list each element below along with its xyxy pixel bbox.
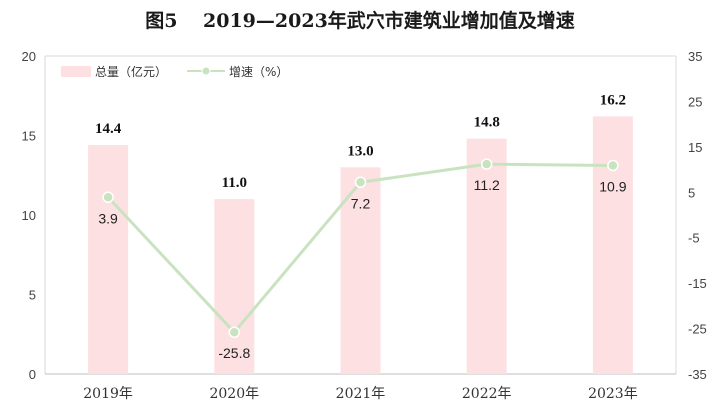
bar-value-label: 11.0: [222, 175, 247, 191]
left-axis-tick-label: 15: [22, 129, 36, 144]
bar-series: 14.4 11.0 13.0 14.8 16.2: [88, 92, 633, 375]
right-axis-tick-label: 35: [688, 49, 702, 64]
bar: [466, 138, 507, 374]
bar-value-label: 14.8: [474, 115, 500, 131]
bar-value-label: 13.0: [347, 143, 373, 159]
bar: [214, 199, 255, 374]
legend-swatch-marker: [201, 66, 211, 76]
growth-point: [354, 176, 367, 189]
x-axis-tick-label: 2022年: [462, 386, 512, 402]
left-axis-ticks: 0 5 10 15 20: [22, 49, 36, 382]
line-series: 3.9 -25.8 7.2 11.2 10.9: [98, 158, 627, 361]
right-axis-tick-label: -15: [688, 276, 707, 291]
x-axis-tick-label: 2020年: [209, 386, 259, 402]
x-axis-tick-label: 2023年: [588, 386, 638, 402]
right-axis-tick-label: -5: [688, 231, 700, 246]
left-axis-tick-label: 0: [29, 367, 36, 382]
x-axis-tick-label: 2021年: [336, 386, 386, 402]
bar-value-label: 14.4: [95, 121, 122, 137]
x-axis-ticks: 2019年 2020年 2021年 2022年 2023年: [83, 386, 637, 402]
growth-point: [607, 159, 619, 172]
bar: [88, 145, 129, 374]
left-axis-tick-label: 10: [22, 208, 36, 223]
growth-point: [102, 191, 114, 204]
bar-value-label: 16.2: [600, 92, 626, 108]
growth-value-label: 11.2: [474, 177, 500, 193]
legend-label-line: 增速（%）: [229, 65, 288, 79]
left-axis-tick-label: 20: [22, 49, 36, 64]
right-axis-ticks: -35 -25 -15 -5 5 15 25 35: [688, 49, 707, 382]
right-axis-tick-label: -25: [688, 322, 707, 337]
right-axis-tick-label: 5: [688, 185, 695, 200]
legend-label-bar: 总量（亿元）: [95, 64, 167, 79]
right-axis-tick-label: 25: [688, 94, 702, 109]
right-axis-tick-label: -35: [688, 367, 707, 382]
growth-value-label: 3.9: [98, 210, 118, 226]
growth-point: [480, 158, 493, 170]
bar: [340, 167, 381, 374]
x-axis-tick-label: 2019年: [83, 386, 133, 402]
growth-value-label: -25.8: [218, 345, 250, 361]
bar: [592, 116, 633, 375]
legend: 总量（亿元） 增速（%）: [61, 64, 288, 79]
chart-title: 图5 2019—2023年武穴市建筑业增加值及增速: [145, 9, 575, 32]
growth-value-label: 10.9: [599, 178, 626, 194]
right-axis-tick-label: 15: [688, 140, 702, 155]
legend-swatch-bar: [61, 66, 91, 77]
growth-point: [228, 326, 241, 338]
left-axis-tick-label: 5: [29, 288, 36, 303]
growth-value-label: 7.2: [351, 195, 371, 211]
